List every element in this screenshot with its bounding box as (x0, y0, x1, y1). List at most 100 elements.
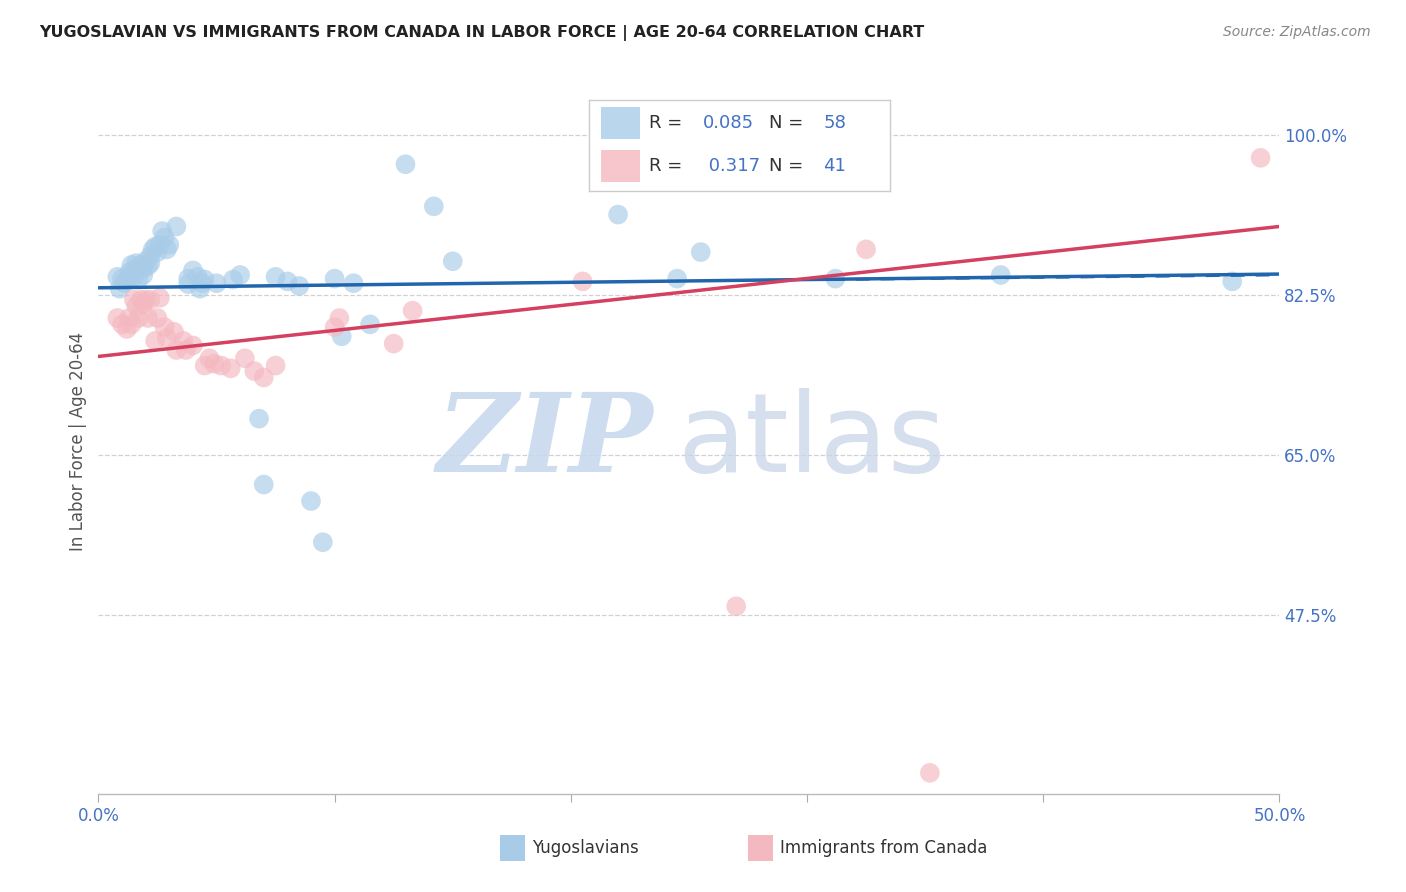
Point (153, 230, 176, 244)
Point (855, 243, 877, 257)
Point (174, 343, 197, 357)
Point (136, 259, 159, 273)
Point (198, 351, 221, 366)
Point (150, 224, 173, 238)
Point (165, 219, 187, 234)
Text: YUGOSLAVIAN VS IMMIGRANTS FROM CANADA IN LABOR FORCE | AGE 20-64 CORRELATION CHA: YUGOSLAVIAN VS IMMIGRANTS FROM CANADA IN… (39, 25, 925, 41)
Point (143, 334, 166, 348)
Point (607, 208, 630, 222)
Point (146, 310, 169, 325)
Point (253, 370, 276, 384)
Point (1250, 151, 1272, 165)
Point (146, 245, 169, 260)
Text: ZIP: ZIP (437, 388, 654, 495)
Point (118, 270, 141, 285)
Point (118, 310, 141, 325)
Point (202, 357, 225, 371)
Point (122, 293, 145, 307)
Point (115, 322, 138, 336)
Point (323, 271, 346, 285)
Point (128, 262, 150, 277)
Point (163, 325, 186, 339)
Point (194, 272, 217, 286)
Point (112, 277, 135, 291)
Point (156, 331, 179, 345)
Point (139, 293, 162, 307)
Point (276, 274, 298, 288)
Point (129, 258, 152, 272)
Point (111, 271, 134, 285)
Point (247, 411, 270, 425)
Point (115, 272, 138, 286)
Point (666, 271, 689, 285)
Point (105, 269, 128, 284)
Point (177, 277, 200, 292)
Point (264, 359, 287, 373)
Point (264, 269, 287, 284)
Point (441, 254, 464, 268)
Point (205, 277, 228, 291)
Point (118, 265, 141, 279)
Point (122, 263, 145, 277)
Point (132, 268, 155, 282)
Point (157, 237, 180, 252)
Point (382, 336, 405, 351)
Point (312, 535, 335, 549)
Point (128, 310, 150, 325)
Point (233, 351, 256, 366)
Point (129, 293, 152, 307)
Point (187, 269, 209, 284)
Point (191, 277, 214, 291)
Point (188, 282, 211, 296)
Point (149, 291, 172, 305)
Point (330, 329, 353, 343)
Point (121, 318, 143, 332)
Point (125, 299, 148, 313)
Point (135, 254, 157, 268)
Point (105, 310, 128, 325)
Point (401, 303, 423, 318)
Point (571, 274, 593, 288)
Point (142, 243, 165, 257)
Point (153, 320, 176, 334)
Point (121, 258, 143, 272)
Point (122, 269, 145, 284)
Point (243, 364, 266, 378)
Text: Immigrants from Canada: Immigrants from Canada (780, 839, 987, 857)
Point (990, 268, 1012, 282)
Point (209, 359, 232, 373)
Point (423, 199, 446, 213)
Point (328, 310, 350, 325)
Point (139, 249, 162, 263)
Point (824, 271, 846, 285)
Point (394, 157, 416, 171)
Point (1220, 274, 1243, 288)
Point (128, 272, 150, 286)
Point (725, 599, 748, 614)
Point (323, 320, 346, 334)
Point (181, 338, 204, 352)
Point (111, 318, 134, 332)
Point (918, 765, 941, 780)
Text: Yugoslavians: Yugoslavians (533, 839, 640, 857)
Point (165, 343, 187, 357)
Point (253, 477, 276, 491)
Point (181, 263, 204, 277)
Point (135, 293, 157, 307)
Point (342, 277, 364, 291)
Point (108, 282, 131, 296)
Point (149, 237, 172, 252)
Point (177, 271, 200, 285)
Point (143, 239, 166, 253)
Point (194, 359, 217, 373)
Y-axis label: In Labor Force | Age 20-64: In Labor Force | Age 20-64 (69, 332, 87, 551)
Point (132, 261, 155, 276)
Point (222, 272, 245, 286)
Point (132, 297, 155, 311)
Point (288, 279, 311, 293)
Point (172, 334, 194, 348)
Point (125, 256, 148, 270)
Point (689, 245, 711, 260)
Point (136, 310, 159, 325)
Point (219, 361, 242, 376)
